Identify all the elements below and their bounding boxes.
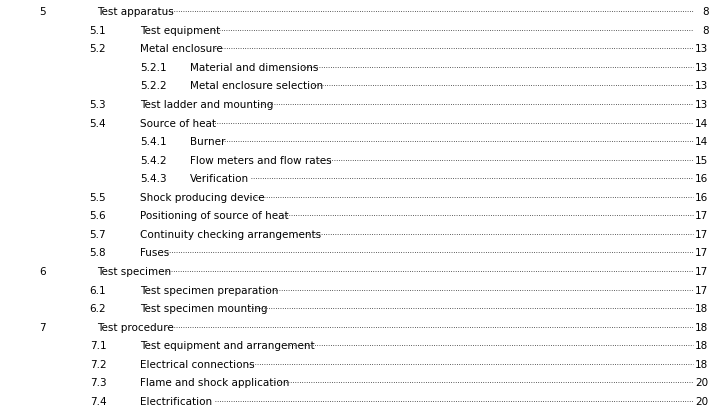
Text: 15: 15 <box>695 155 708 165</box>
Text: Test specimen preparation: Test specimen preparation <box>140 285 278 295</box>
Text: 17: 17 <box>695 266 708 276</box>
Text: 5.4.3: 5.4.3 <box>140 174 166 184</box>
Text: Test equipment and arrangement: Test equipment and arrangement <box>140 340 315 350</box>
Text: 7.3: 7.3 <box>90 378 106 387</box>
Text: 18: 18 <box>695 322 708 332</box>
Text: 5.5: 5.5 <box>90 192 106 202</box>
Text: Shock producing device: Shock producing device <box>140 192 265 202</box>
Text: 5: 5 <box>39 7 46 17</box>
Text: Flow meters and flow rates: Flow meters and flow rates <box>190 155 332 165</box>
Text: 5.2.1: 5.2.1 <box>140 63 166 73</box>
Text: Test apparatus: Test apparatus <box>97 7 174 17</box>
Text: 6: 6 <box>39 266 46 276</box>
Text: 14: 14 <box>695 137 708 147</box>
Text: 6.2: 6.2 <box>90 303 106 313</box>
Text: 8: 8 <box>702 7 708 17</box>
Text: Test specimen mounting: Test specimen mounting <box>140 303 267 313</box>
Text: Test ladder and mounting: Test ladder and mounting <box>140 100 273 110</box>
Text: 7.4: 7.4 <box>90 396 106 406</box>
Text: 17: 17 <box>695 248 708 258</box>
Text: Test specimen: Test specimen <box>97 266 171 276</box>
Text: Electrification: Electrification <box>140 396 212 406</box>
Text: 5.4: 5.4 <box>90 118 106 128</box>
Text: 13: 13 <box>695 44 708 54</box>
Text: 18: 18 <box>695 359 708 369</box>
Text: 14: 14 <box>695 118 708 128</box>
Text: 16: 16 <box>695 192 708 202</box>
Text: 6.1: 6.1 <box>90 285 106 295</box>
Text: Positioning of source of heat: Positioning of source of heat <box>140 211 288 221</box>
Text: Metal enclosure selection: Metal enclosure selection <box>190 81 323 91</box>
Text: 5.6: 5.6 <box>90 211 106 221</box>
Text: 5.2: 5.2 <box>90 44 106 54</box>
Text: 16: 16 <box>695 174 708 184</box>
Text: Test equipment: Test equipment <box>140 26 220 36</box>
Text: 5.3: 5.3 <box>90 100 106 110</box>
Text: 5.7: 5.7 <box>90 229 106 239</box>
Text: 8: 8 <box>702 26 708 36</box>
Text: Electrical connections: Electrical connections <box>140 359 255 369</box>
Text: 13: 13 <box>695 100 708 110</box>
Text: 20: 20 <box>695 396 708 406</box>
Text: 5.4.2: 5.4.2 <box>140 155 166 165</box>
Text: Material and dimensions: Material and dimensions <box>190 63 318 73</box>
Text: 7.2: 7.2 <box>90 359 106 369</box>
Text: 20: 20 <box>695 378 708 387</box>
Text: 17: 17 <box>695 211 708 221</box>
Text: 7: 7 <box>39 322 46 332</box>
Text: 13: 13 <box>695 81 708 91</box>
Text: Fuses: Fuses <box>140 248 169 258</box>
Text: 5.4.1: 5.4.1 <box>140 137 166 147</box>
Text: Source of heat: Source of heat <box>140 118 216 128</box>
Text: Metal enclosure: Metal enclosure <box>140 44 222 54</box>
Text: 7.1: 7.1 <box>90 340 106 350</box>
Text: 5.8: 5.8 <box>90 248 106 258</box>
Text: Burner: Burner <box>190 137 225 147</box>
Text: Verification: Verification <box>190 174 249 184</box>
Text: Continuity checking arrangements: Continuity checking arrangements <box>140 229 321 239</box>
Text: 18: 18 <box>695 303 708 313</box>
Text: 18: 18 <box>695 340 708 350</box>
Text: 13: 13 <box>695 63 708 73</box>
Text: 17: 17 <box>695 285 708 295</box>
Text: Flame and shock application: Flame and shock application <box>140 378 289 387</box>
Text: Test procedure: Test procedure <box>97 322 174 332</box>
Text: 5.1: 5.1 <box>90 26 106 36</box>
Text: 17: 17 <box>695 229 708 239</box>
Text: 5.2.2: 5.2.2 <box>140 81 166 91</box>
